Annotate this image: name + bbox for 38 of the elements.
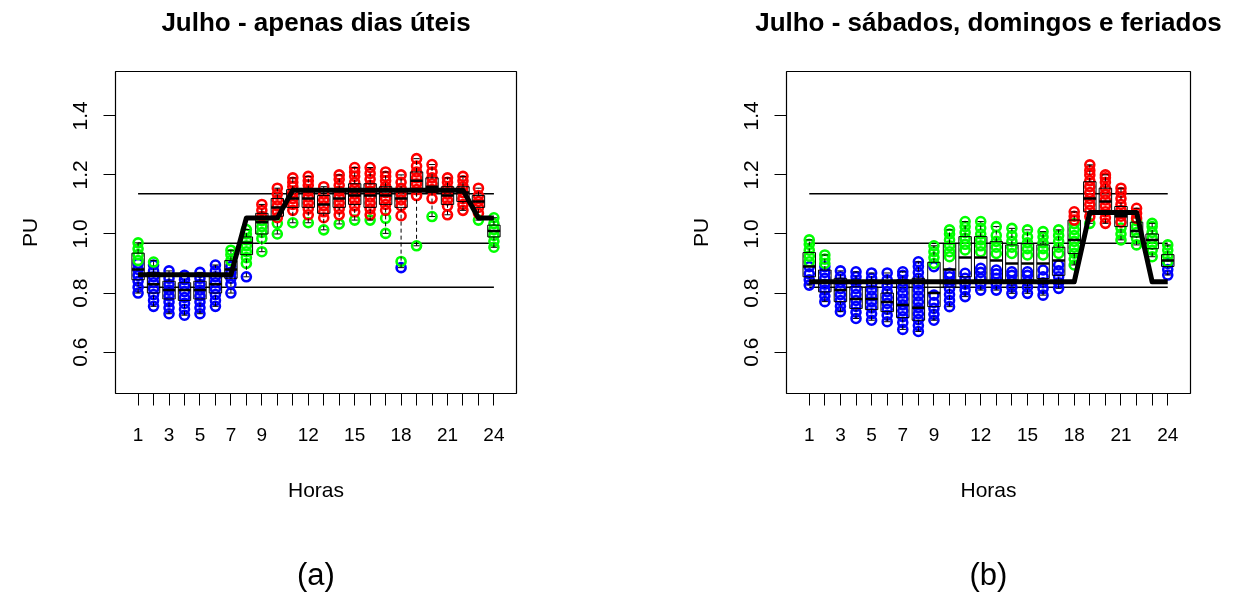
chart-title: Julho - apenas dias úteis <box>161 6 471 37</box>
y-tick-label: 1.2 <box>739 160 763 190</box>
y-tick-label: 1.4 <box>68 100 92 131</box>
y-tick-label: 1.0 <box>68 219 92 249</box>
chart-title: Julho - sábados, domingos e feriados <box>755 6 1222 37</box>
x-tick-label: 1 <box>132 423 144 445</box>
x-tick-label: 3 <box>835 423 846 445</box>
y-tick-label: 0.6 <box>739 337 763 367</box>
x-tick-label: 5 <box>194 423 206 445</box>
x-tick-label: 9 <box>928 423 940 445</box>
x-tick-label: 3 <box>163 423 175 445</box>
x-axis-title: Horas <box>287 477 345 501</box>
x-tick-label: 21 <box>1110 423 1132 445</box>
x-tick-label: 18 <box>1063 423 1085 445</box>
y-axis-title: PU <box>17 217 41 248</box>
x-tick-label: 12 <box>970 423 992 445</box>
y-tick-label: 1.4 <box>739 100 763 131</box>
x-tick-label: 12 <box>297 423 319 445</box>
y-tick-label: 1.2 <box>68 160 92 190</box>
y-axis-title: PU <box>688 217 712 248</box>
y-tick-label: 0.8 <box>739 278 763 308</box>
x-axis-title: Horas <box>960 477 1017 501</box>
y-tick-label: 0.8 <box>68 278 92 308</box>
text: (b) <box>969 556 1008 592</box>
x-tick-label: 15 <box>344 423 366 445</box>
x-tick-label: 1 <box>803 423 815 445</box>
x-tick-label: 18 <box>390 423 412 445</box>
x-tick-label: 15 <box>1016 423 1039 445</box>
y-tick-label: 1.0 <box>739 219 763 249</box>
text: (a) <box>297 556 335 592</box>
x-tick-label: 9 <box>256 423 268 445</box>
y-tick-label: 0.6 <box>68 337 92 367</box>
x-tick-label: 7 <box>897 423 909 445</box>
x-tick-label: 21 <box>436 423 459 445</box>
x-tick-label: 7 <box>225 423 237 445</box>
x-tick-label: 24 <box>1157 423 1179 445</box>
x-tick-label: 24 <box>483 423 505 445</box>
x-tick-label: 5 <box>866 423 877 445</box>
